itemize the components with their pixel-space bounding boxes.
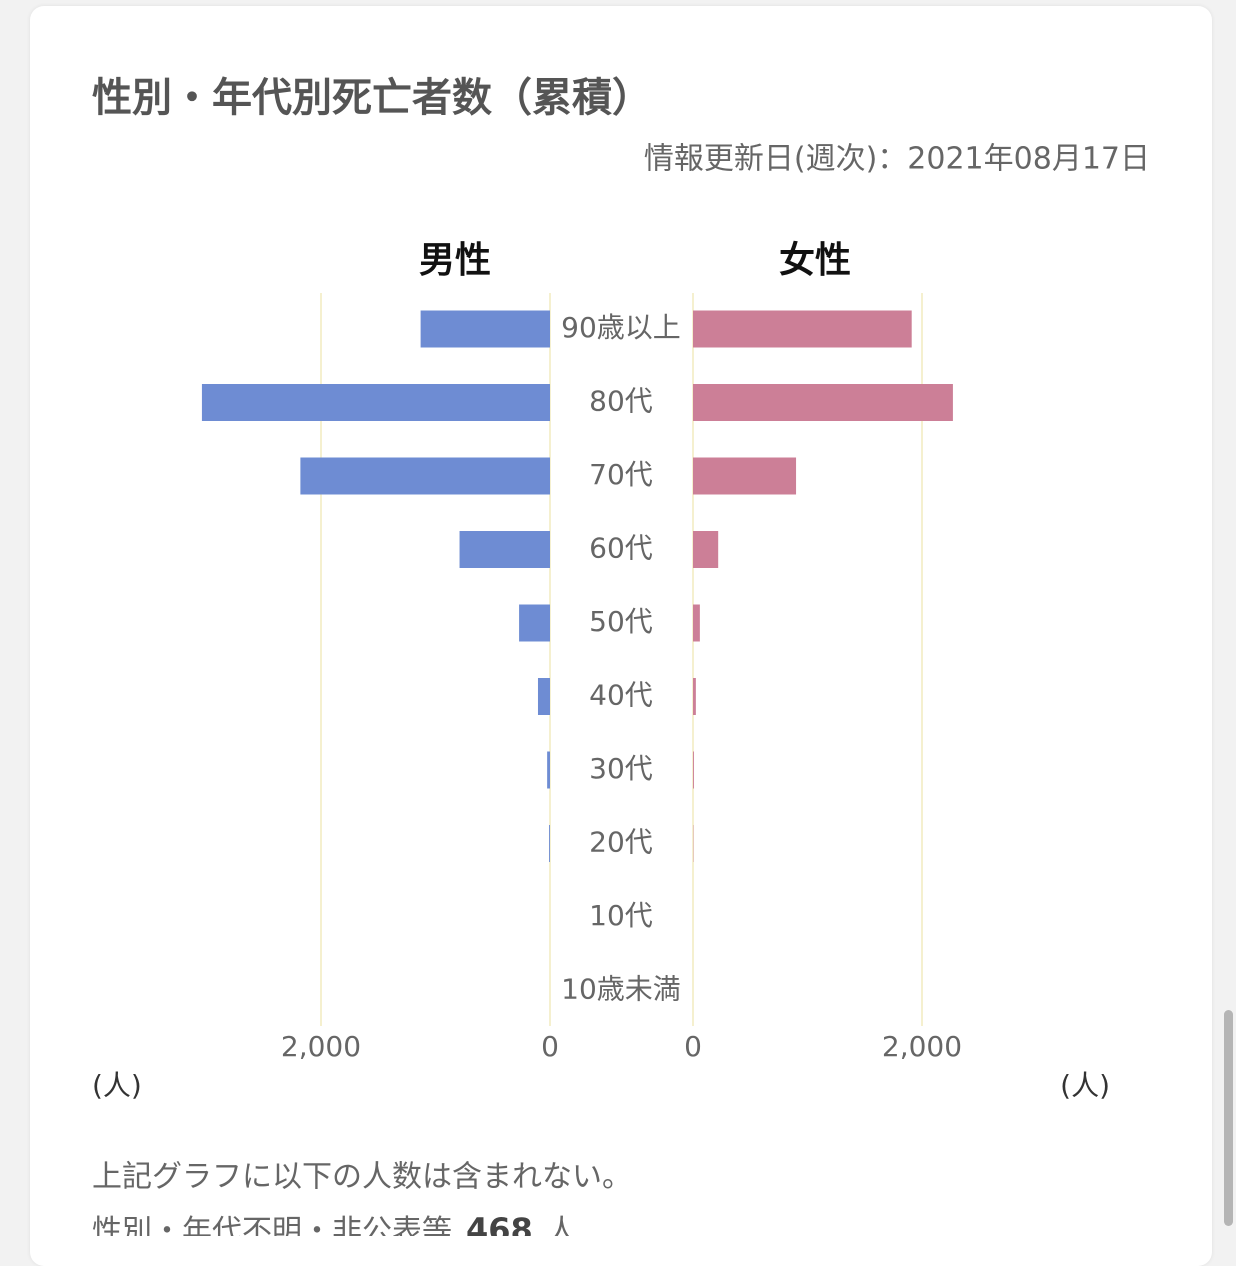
- category-label: 70代: [589, 458, 653, 491]
- bar: [300, 458, 550, 495]
- bar: [693, 384, 953, 421]
- x-tick-label: 2,000: [882, 1030, 962, 1063]
- bar: [693, 311, 912, 348]
- category-label: 30代: [589, 752, 653, 785]
- x-tick-label: 0: [684, 1030, 702, 1063]
- excluded-unit: 人: [547, 1214, 577, 1237]
- page: 性別・年代別死亡者数（累積） 情報更新日(週次)：2021年08月17日 (人)…: [0, 0, 1236, 1236]
- category-label: 40代: [589, 679, 653, 712]
- bar: [693, 678, 696, 715]
- excluded-note: 性別・年代不明・非公表等 468 人: [92, 1211, 577, 1236]
- category-label: 20代: [589, 826, 653, 859]
- category-label: 60代: [589, 532, 653, 565]
- chart-subtitle: 情報更新日(週次)：2021年08月17日: [644, 142, 1150, 177]
- x-tick-label: 0: [541, 1030, 559, 1063]
- bar: [547, 752, 550, 789]
- bar: [693, 752, 694, 789]
- category-label: 50代: [589, 605, 653, 638]
- bar: [693, 458, 796, 495]
- category-label: 10歳未満: [561, 973, 681, 1006]
- unit-label: (人): [92, 1069, 142, 1102]
- bar: [693, 531, 718, 568]
- category-label: 10代: [589, 899, 653, 932]
- category-label: 90歳以上: [561, 311, 681, 344]
- chart: 性別・年代別死亡者数（累積） 情報更新日(週次)：2021年08月17日 (人)…: [0, 0, 1236, 1236]
- bar: [519, 605, 550, 642]
- bar: [538, 678, 550, 715]
- bar: [460, 531, 550, 568]
- bar: [421, 311, 550, 348]
- excluded-label: 性別・年代不明・非公表等: [92, 1214, 452, 1237]
- legend-label: 男性: [419, 240, 491, 281]
- excluded-value: 468: [466, 1211, 533, 1236]
- legend-label: 女性: [779, 240, 851, 281]
- bar: [202, 384, 550, 421]
- chart-title: 性別・年代別死亡者数（累積）: [92, 75, 652, 121]
- bar: [693, 605, 700, 642]
- unit-label: (人): [1060, 1069, 1110, 1102]
- note: 上記グラフに以下の人数は含まれない。: [92, 1160, 632, 1195]
- x-tick-label: 2,000: [281, 1030, 361, 1063]
- category-label: 80代: [589, 385, 653, 418]
- bar: [549, 825, 550, 862]
